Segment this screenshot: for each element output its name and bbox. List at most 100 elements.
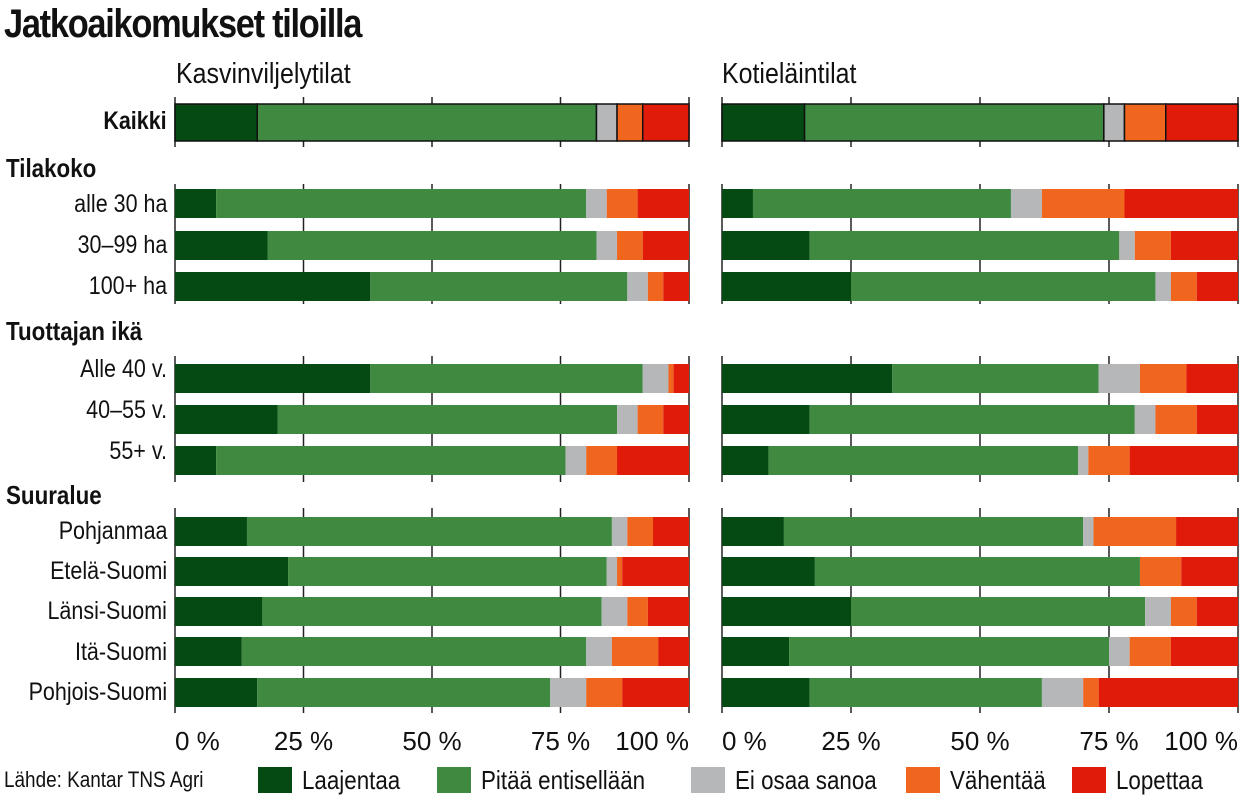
- bar-segment-lopettaa-panel1-row0: [1165, 103, 1239, 142]
- bar-segment-lopettaa-panel1-row4: [1186, 364, 1238, 393]
- legend-swatch-vahentaa: [906, 767, 940, 793]
- bar-segment-lopettaa-panel0-row10: [658, 637, 689, 666]
- x-tick-label-panel1-3: 75 %: [1079, 726, 1138, 756]
- legend-label-pitaa-entisellaan: Pitää entisellään: [481, 764, 646, 795]
- bar-segment-pitää-entisellään-panel1-row4: [892, 364, 1099, 393]
- bar-segment-lopettaa-panel1-row10: [1170, 637, 1238, 666]
- row-label-kaikki: Kaikki: [103, 107, 167, 135]
- bar-segment-lopettaa-panel1-row8: [1181, 557, 1238, 586]
- bar-segment-ei-osaa-sanoa-panel0-row6: [565, 446, 587, 475]
- row-label-pohjanmaa: Pohjanmaa: [58, 517, 167, 545]
- bar-segment-pitää-entisellään-panel1-row6: [768, 446, 1079, 475]
- bar-segment-vähentää-panel1-row11: [1083, 678, 1099, 707]
- bar-segment-vähentää-panel1-row5: [1155, 405, 1197, 434]
- legend-item-lopettaa: Lopettaa: [1072, 765, 1217, 795]
- legend-item-vahentaa: Vähentää: [906, 765, 1061, 795]
- bar-segment-ei-osaa-sanoa-panel1-row1: [1010, 189, 1042, 218]
- bar-segment-lopettaa-panel0-row9: [647, 597, 689, 626]
- bar-segment-laajentaa-panel1-row9: [722, 597, 851, 626]
- bar-segment-vähentää-panel0-row3: [647, 272, 664, 301]
- bar-segment-laajentaa-panel1-row4: [722, 364, 893, 393]
- bar-segment-laajentaa-panel1-row0: [721, 103, 806, 142]
- row-label-alle-30-ha: alle 30 ha: [73, 190, 167, 218]
- bar-segment-vähentää-panel0-row5: [637, 405, 664, 434]
- bar-segment-pitää-entisellään-panel1-row8: [814, 557, 1140, 586]
- bar-segment-vähentää-panel0-row1: [606, 189, 638, 218]
- bar-segment-laajentaa-panel0-row3: [175, 272, 371, 301]
- bar-segment-laajentaa-panel1-row5: [722, 405, 810, 434]
- bar-segment-vähentää-panel0-row11: [586, 678, 623, 707]
- bar-segment-lopettaa-panel0-row7: [653, 517, 689, 546]
- bar-segment-ei-osaa-sanoa-panel1-row9: [1145, 597, 1171, 626]
- legend-label-lopettaa: Lopettaa: [1116, 764, 1204, 795]
- bar-segment-pitää-entisellään-panel0-row5: [277, 405, 618, 434]
- bar-segment-vähentää-panel0-row2: [617, 231, 643, 260]
- bar-segment-vähentää-panel1-row4: [1139, 364, 1187, 393]
- bar-segment-laajentaa-panel0-row1: [175, 189, 217, 218]
- bar-segment-ei-osaa-sanoa-panel0-row10: [586, 637, 612, 666]
- bar-segment-lopettaa-panel0-row3: [663, 272, 689, 301]
- legend-swatch-pitaa-entisellaan: [437, 767, 471, 793]
- x-tick-label-panel0-4: 100 %: [615, 726, 689, 756]
- bar-segment-pitää-entisellään-panel1-row1: [752, 189, 1011, 218]
- bar-segment-vähentää-panel0-row0: [616, 103, 644, 142]
- panel-title-kotielaintilat: Kotieläintilat: [722, 58, 857, 90]
- bar-segment-vähentää-panel1-row8: [1139, 557, 1182, 586]
- row-label-ita-suomi: Itä-Suomi: [74, 638, 167, 666]
- bar-segment-laajentaa-panel0-row8: [175, 557, 289, 586]
- x-tick-label-panel1-0: 0 %: [722, 726, 767, 756]
- bar-segment-lopettaa-panel0-row8: [622, 557, 689, 586]
- legend-label-laajentaa: Laajentaa: [302, 764, 401, 795]
- bar-segment-lopettaa-panel1-row2: [1170, 231, 1238, 260]
- bar-segment-pitää-entisellään-panel0-row4: [370, 364, 643, 393]
- bar-segment-pitää-entisellään-panel0-row3: [370, 272, 628, 301]
- bar-segment-laajentaa-panel1-row7: [722, 517, 784, 546]
- bar-segment-ei-osaa-sanoa-panel0-row7: [611, 517, 628, 546]
- bar-segment-ei-osaa-sanoa-panel1-row6: [1078, 446, 1089, 475]
- bar-segment-ei-osaa-sanoa-panel0-row0: [595, 103, 618, 142]
- bar-segment-laajentaa-panel0-row5: [175, 405, 278, 434]
- bar-segment-lopettaa-panel0-row6: [617, 446, 689, 475]
- x-tick-label-panel0-3: 75 %: [531, 726, 590, 756]
- bar-segment-pitää-entisellään-panel0-row6: [216, 446, 566, 475]
- bar-segment-lopettaa-panel1-row1: [1124, 189, 1238, 218]
- bar-segment-vähentää-panel0-row7: [627, 517, 654, 546]
- bar-segment-laajentaa-panel0-row9: [175, 597, 263, 626]
- bar-segment-laajentaa-panel1-row6: [722, 446, 769, 475]
- bar-segment-pitää-entisellään-panel0-row10: [241, 637, 587, 666]
- bar-segment-vähentää-panel0-row9: [627, 597, 648, 626]
- bar-segment-laajentaa-panel1-row3: [722, 272, 851, 301]
- chart-title: Jatkoaikomukset tiloilla: [4, 2, 362, 46]
- bar-segment-vähentää-panel1-row9: [1170, 597, 1197, 626]
- bar-segment-laajentaa-panel0-row10: [175, 637, 242, 666]
- bar-segment-pitää-entisellään-panel0-row8: [288, 557, 607, 586]
- bar-segment-laajentaa-panel0-row2: [175, 231, 268, 260]
- bar-segment-lopettaa-panel1-row6: [1129, 446, 1238, 475]
- bar-segment-laajentaa-panel0-row11: [175, 678, 258, 707]
- bar-segment-ei-osaa-sanoa-panel0-row3: [627, 272, 648, 301]
- bar-segment-pitää-entisellään-panel1-row10: [789, 637, 1109, 666]
- bar-segment-ei-osaa-sanoa-panel0-row8: [606, 557, 618, 586]
- bar-segment-lopettaa-panel0-row1: [637, 189, 689, 218]
- bar-segment-vähentää-panel0-row8: [617, 557, 623, 586]
- legend-item-ei-osaa-sanoa: Ei osaa sanoa: [691, 765, 900, 795]
- bar-segment-lopettaa-panel0-row0: [641, 103, 690, 142]
- bar-segment-ei-osaa-sanoa-panel1-row4: [1098, 364, 1140, 393]
- x-tick-label-panel1-2: 50 %: [950, 726, 1009, 756]
- bar-segment-pitää-entisellään-panel0-row2: [267, 231, 597, 260]
- bar-segment-vähentää-panel1-row10: [1129, 637, 1171, 666]
- bar-segment-laajentaa-panel1-row10: [722, 637, 790, 666]
- bar-segment-pitää-entisellään-panel0-row9: [262, 597, 602, 626]
- bar-segment-pitää-entisellään-panel1-row11: [809, 678, 1042, 707]
- bar-segment-pitää-entisellään-panel1-row5: [809, 405, 1135, 434]
- bar-segment-ei-osaa-sanoa-panel0-row5: [617, 405, 638, 434]
- row-label-pohjois-suomi: Pohjois-Suomi: [28, 678, 167, 706]
- group-label-tuottajan-ika: Tuottajan ikä: [6, 316, 143, 346]
- legend-swatch-ei-osaa-sanoa: [691, 767, 725, 793]
- group-label-tilakoko: Tilakoko: [6, 153, 97, 183]
- bar-segment-ei-osaa-sanoa-panel0-row9: [601, 597, 628, 626]
- bar-segment-lopettaa-panel0-row2: [642, 231, 689, 260]
- legend-item-laajentaa: Laajentaa: [258, 765, 416, 795]
- bar-segment-vähentää-panel0-row6: [586, 446, 618, 475]
- bar-segment-ei-osaa-sanoa-panel1-row3: [1155, 272, 1171, 301]
